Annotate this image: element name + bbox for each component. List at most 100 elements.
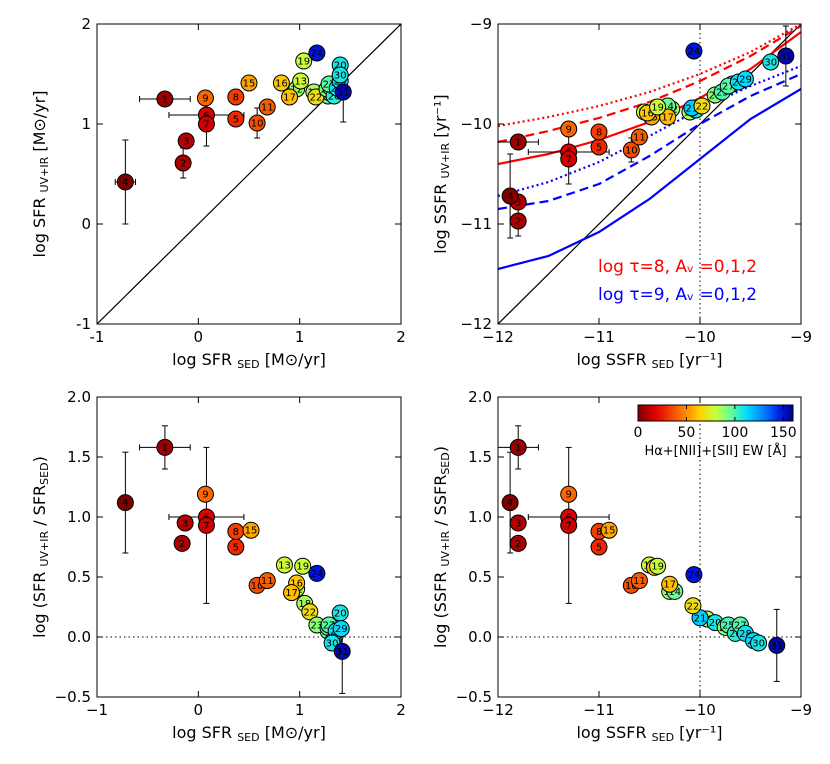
data-point-8 <box>227 88 245 106</box>
data-point-label: 17 <box>285 588 298 599</box>
data-point-label: 31 <box>337 88 350 99</box>
data-point-29 <box>736 70 754 88</box>
data-point-label: 20 <box>709 618 722 629</box>
colorbar <box>637 404 794 422</box>
model-annotation: log τ=9, Aᵥ =0,1,2 <box>598 285 757 305</box>
data-point-9 <box>196 485 214 503</box>
data-point-label: 14 <box>661 102 674 113</box>
data-point-15 <box>600 521 618 539</box>
data-point-22 <box>684 597 702 615</box>
data-point-label: 26 <box>328 92 341 103</box>
data-point-4 <box>501 494 519 512</box>
data-point-label: 13 <box>294 77 307 88</box>
data-point-label: 4 <box>122 178 128 189</box>
data-point-1 <box>156 438 174 456</box>
data-point-label: 30 <box>334 71 347 82</box>
x-tick-label: −10 <box>684 328 716 346</box>
data-point-label: 15 <box>245 526 258 537</box>
data-point-label: 3 <box>515 519 521 530</box>
data-point-label: 20 <box>334 609 347 620</box>
data-point-label: 29 <box>739 75 752 86</box>
colorbar-tick-label: 150 <box>770 425 797 441</box>
x-tick-label: −12 <box>482 701 514 719</box>
data-point-label: 11 <box>261 103 274 114</box>
y-tick-label: 0.5 <box>67 568 91 586</box>
y-tick-label: 0.5 <box>468 568 492 586</box>
data-point-24 <box>308 44 326 62</box>
data-point-label: 21 <box>686 104 699 115</box>
data-point-label: 3 <box>182 519 188 530</box>
y-tick-label: 2 <box>81 15 91 33</box>
data-point-15 <box>242 521 260 539</box>
data-point-label: 10 <box>625 146 638 157</box>
data-point-label: 27 <box>323 80 336 91</box>
data-point-22 <box>693 97 711 115</box>
data-point-label: 27 <box>323 621 336 632</box>
data-point-label: 22 <box>687 601 700 612</box>
data-point-17 <box>661 575 679 593</box>
y-tick-label: −0.5 <box>456 688 492 706</box>
x-tick-label: 0 <box>194 328 204 346</box>
data-point-label: 10 <box>251 119 264 130</box>
x-tick-label: −11 <box>583 701 615 719</box>
data-point-9 <box>196 89 214 107</box>
model-curve-tau9_Av0 <box>498 64 801 198</box>
y-tick-label: 0 <box>81 215 91 233</box>
data-point-7 <box>560 516 578 534</box>
data-point-label: 9 <box>566 490 572 501</box>
data-point-10 <box>248 114 266 132</box>
data-point-label: 24 <box>688 570 701 581</box>
data-point-2 <box>174 154 192 172</box>
plot-area: 1234567891011121314151617181920212223242… <box>498 397 801 697</box>
data-point-label: 2 <box>515 217 521 228</box>
y-tick-label: 0.0 <box>67 628 91 646</box>
data-point-13 <box>292 72 310 90</box>
data-point-label: 31 <box>336 647 349 658</box>
data-point-22 <box>301 603 319 621</box>
data-point-label: 26 <box>729 629 742 640</box>
data-point-label: 1 <box>162 95 168 106</box>
data-point-label: 15 <box>603 526 616 537</box>
data-point-label: 25 <box>716 88 729 99</box>
plot-area: 1234567891011121314151617181920212223242… <box>97 425 401 694</box>
data-point-label: 30 <box>326 639 339 650</box>
data-point-label: 7 <box>203 521 209 532</box>
data-point-9 <box>560 485 578 503</box>
data-point-label: 30 <box>764 58 777 69</box>
data-point-13 <box>275 556 293 574</box>
data-point-label: 25 <box>722 621 735 632</box>
data-point-1 <box>509 133 527 151</box>
data-point-4 <box>116 173 134 191</box>
data-point-label: 19 <box>296 562 309 573</box>
data-point-16 <box>272 74 290 92</box>
data-point-label: 3 <box>183 137 189 148</box>
data-point-19 <box>295 52 313 70</box>
data-point-label: 5 <box>233 543 239 554</box>
x-tick-label: 2 <box>396 701 406 719</box>
one-to-one-line <box>498 24 801 324</box>
data-point-15 <box>240 74 258 92</box>
data-point-29 <box>332 620 350 638</box>
model-curve-tau9_Av2 <box>498 88 801 271</box>
x-tick-label: 2 <box>396 328 406 346</box>
data-point-17 <box>283 584 301 602</box>
data-point-11 <box>630 128 648 146</box>
data-point-label: 24 <box>311 569 324 580</box>
data-point-label: 2 <box>180 159 186 170</box>
axes-frame <box>96 23 402 325</box>
data-point-31 <box>334 83 352 101</box>
data-point-4 <box>116 494 134 512</box>
data-point-label: 8 <box>233 527 239 538</box>
data-point-30 <box>750 634 768 652</box>
data-point-1 <box>156 90 174 108</box>
x-tick-label: 1 <box>295 701 305 719</box>
model-curve-tau9_Av1 <box>498 72 801 211</box>
panel-sfr: 1234567891011121314151617181920212223242… <box>30 15 406 371</box>
data-point-label: 23 <box>311 621 324 632</box>
data-point-17 <box>281 88 299 106</box>
data-point-label: 29 <box>335 624 348 635</box>
y-tick-label: −12 <box>460 315 492 333</box>
y-tick-label: -1 <box>76 315 91 333</box>
data-point-9 <box>560 120 578 138</box>
